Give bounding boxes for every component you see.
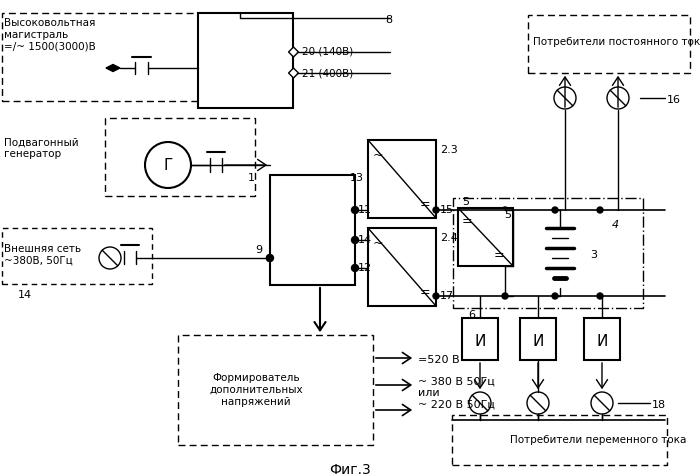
- Bar: [452, 415, 667, 465]
- Circle shape: [351, 265, 358, 271]
- Bar: [270, 175, 355, 285]
- Circle shape: [502, 207, 508, 213]
- Text: Подвагонный
генератор: Подвагонный генератор: [4, 137, 78, 159]
- Text: ~: ~: [373, 149, 384, 161]
- Text: Внешняя сеть
~380В, 50Гц: Внешняя сеть ~380В, 50Гц: [4, 244, 81, 266]
- Bar: [584, 318, 620, 360]
- Bar: [458, 208, 513, 266]
- Bar: [368, 140, 436, 218]
- Bar: [198, 13, 293, 108]
- Circle shape: [267, 255, 274, 261]
- Bar: [288, 47, 298, 57]
- Text: 8: 8: [385, 15, 392, 25]
- Text: 2.4: 2.4: [440, 233, 458, 243]
- Bar: [453, 198, 643, 308]
- Text: =: =: [420, 198, 430, 211]
- Text: 11: 11: [358, 205, 372, 215]
- Text: 5: 5: [504, 210, 511, 220]
- Bar: [2, 13, 198, 101]
- Text: 2.3: 2.3: [440, 145, 458, 155]
- Bar: [528, 15, 690, 73]
- Circle shape: [433, 207, 439, 213]
- Circle shape: [597, 207, 603, 213]
- Polygon shape: [106, 65, 120, 71]
- Bar: [2, 228, 152, 284]
- Text: 9: 9: [255, 245, 262, 255]
- Text: =: =: [420, 287, 430, 299]
- Circle shape: [552, 207, 558, 213]
- Text: Формирователь
дополнительных
напряжений: Формирователь дополнительных напряжений: [209, 373, 303, 407]
- Text: =: =: [494, 249, 505, 262]
- Text: 6: 6: [468, 310, 475, 320]
- Text: Фиг.3: Фиг.3: [329, 463, 371, 476]
- Text: 4: 4: [612, 220, 619, 230]
- Bar: [178, 335, 373, 445]
- Bar: [368, 228, 436, 306]
- Text: И: И: [596, 334, 608, 348]
- Bar: [105, 118, 255, 196]
- Text: 17: 17: [440, 291, 454, 301]
- Text: 20 (140В): 20 (140В): [302, 47, 354, 57]
- Text: Потребители постоянного тока: Потребители постоянного тока: [533, 37, 700, 47]
- Circle shape: [351, 237, 358, 244]
- Text: 5: 5: [462, 197, 469, 207]
- Text: 1: 1: [248, 173, 255, 183]
- Text: Потребители переменного тока: Потребители переменного тока: [510, 435, 687, 445]
- Text: 3: 3: [590, 250, 597, 260]
- Circle shape: [502, 293, 508, 299]
- Bar: [520, 318, 556, 360]
- Bar: [288, 68, 298, 78]
- Text: 21 (400В): 21 (400В): [302, 68, 354, 78]
- Text: 14: 14: [358, 235, 372, 245]
- Text: 15: 15: [440, 205, 454, 215]
- Text: 18: 18: [652, 400, 666, 410]
- Circle shape: [267, 255, 274, 261]
- Text: И: И: [532, 334, 544, 348]
- Circle shape: [351, 207, 358, 214]
- Text: 13: 13: [350, 173, 364, 183]
- Text: Высоковольтная
магистраль
=/~ 1500(3000)В: Высоковольтная магистраль =/~ 1500(3000)…: [4, 19, 96, 51]
- Text: 14: 14: [18, 290, 32, 300]
- Text: =520 В: =520 В: [418, 355, 460, 365]
- Circle shape: [552, 293, 558, 299]
- Text: 12: 12: [358, 263, 372, 273]
- Text: ~ 380 В 50Гц
или
~ 220 В 50Гц: ~ 380 В 50Гц или ~ 220 В 50Гц: [418, 377, 495, 410]
- Text: 16: 16: [667, 95, 681, 105]
- Text: И: И: [475, 334, 486, 348]
- Circle shape: [597, 293, 603, 299]
- Text: =: =: [462, 216, 472, 228]
- Bar: [462, 318, 498, 360]
- Circle shape: [433, 293, 439, 299]
- Text: ~: ~: [373, 237, 384, 249]
- Text: Г: Г: [163, 158, 173, 172]
